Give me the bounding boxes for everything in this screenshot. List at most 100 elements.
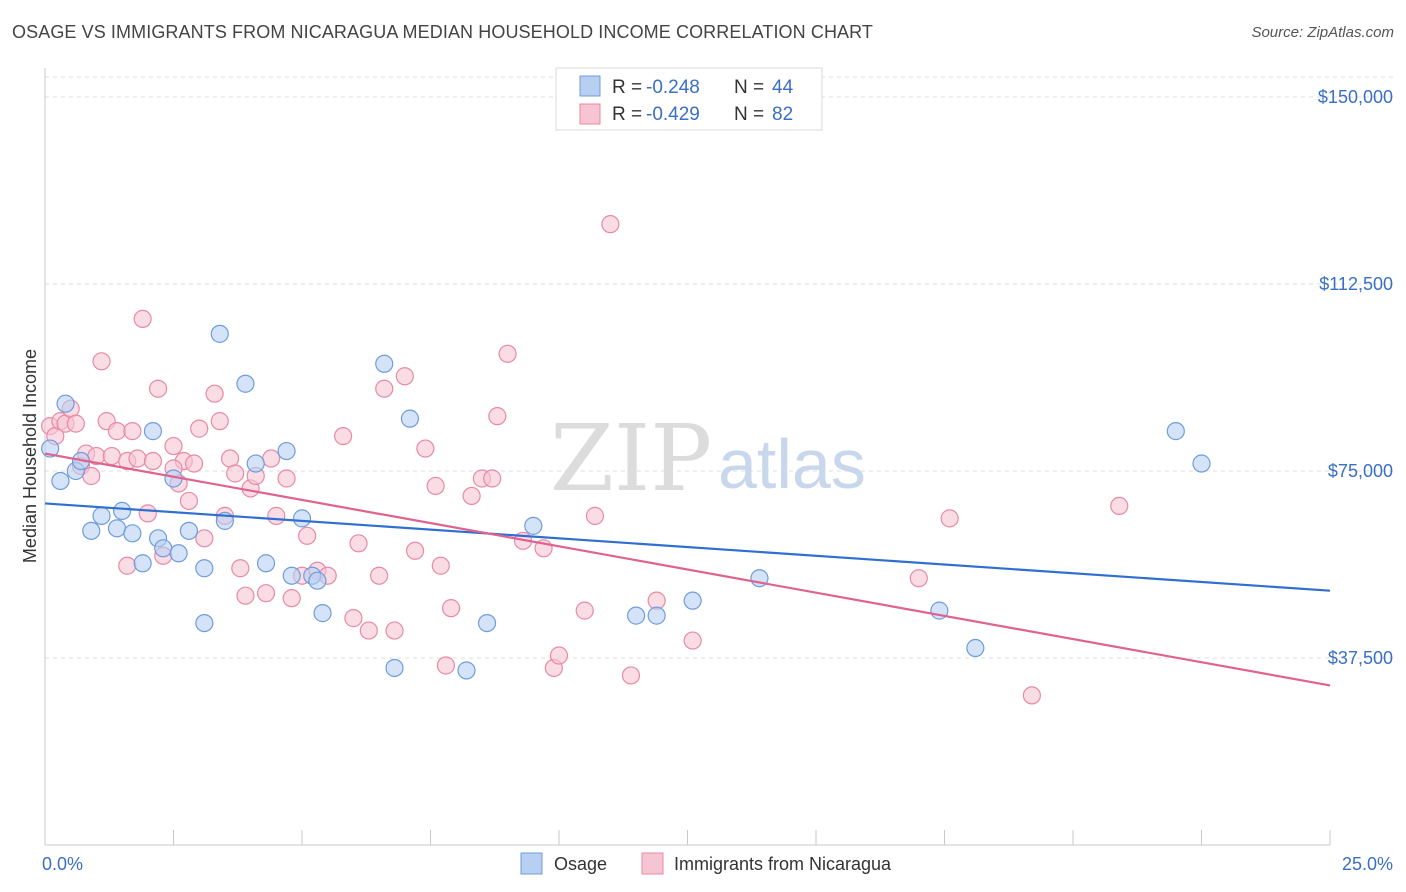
nicaragua-point	[82, 466, 101, 486]
nicaragua-point	[226, 464, 245, 483]
nicaragua-trend-line	[44, 452, 1331, 687]
nicaragua-point	[256, 584, 276, 603]
nicaragua-point	[210, 412, 229, 431]
osage-point	[210, 324, 229, 343]
nicaragua-point	[102, 446, 121, 466]
legend-swatch-nicaragua	[579, 103, 601, 125]
y-tick-label: $112,500	[1319, 274, 1393, 294]
nicaragua-point	[164, 436, 183, 456]
nicaragua-point	[498, 344, 517, 363]
nicaragua-point	[107, 422, 127, 441]
osage-point	[647, 606, 666, 625]
osage-point	[966, 638, 985, 658]
y-tick-labels: $37,500 $75,000 $112,500 $150,000	[1318, 87, 1393, 668]
watermark-atlas: atlas	[718, 425, 866, 503]
legend-r-value-nicaragua: -0.429	[646, 104, 700, 125]
nicaragua-point	[195, 529, 214, 548]
nicaragua-point	[123, 422, 142, 441]
nicaragua-point	[1110, 496, 1129, 516]
watermark: ZIP atlas	[550, 405, 866, 512]
nicaragua-point	[236, 586, 255, 605]
chart-title: OSAGE VS IMMIGRANTS FROM NICARAGUA MEDIA…	[12, 22, 874, 42]
nicaragua-point	[395, 367, 414, 386]
series-legend: Osage Immigrants from Nicaragua	[520, 852, 892, 875]
osage-point	[246, 454, 265, 473]
nicaragua-point	[359, 621, 378, 640]
nicaragua-point	[133, 309, 152, 329]
bottom-legend-label-nicaragua: Immigrants from Nicaragua	[674, 854, 892, 874]
nicaragua-point	[601, 215, 620, 234]
osage-point	[385, 658, 404, 678]
legend-r-label-nicaragua: R =	[612, 104, 642, 125]
nicaragua-point	[940, 509, 959, 528]
osage-point	[524, 516, 543, 535]
nicaragua-point	[462, 486, 481, 506]
osage-point	[179, 521, 199, 540]
nicaragua-point	[909, 569, 928, 588]
osage-point	[56, 394, 75, 413]
nicaragua-point	[262, 449, 281, 468]
osage-point	[313, 604, 332, 623]
nicaragua-point	[1022, 686, 1041, 705]
source-credit: Source: ZipAtlas.com	[1251, 24, 1394, 41]
osage-point	[683, 591, 702, 610]
osage-point	[123, 524, 142, 543]
nicaragua-point	[375, 379, 394, 398]
nicaragua-point	[92, 352, 111, 371]
x-tick-labels: 0.0% 25.0%	[42, 854, 1393, 874]
nicaragua-point	[416, 439, 435, 458]
osage-point	[308, 571, 327, 590]
nicaragua-point	[179, 491, 199, 511]
osage-point	[51, 471, 70, 491]
y-tick-label: $37,500	[1328, 648, 1393, 668]
nicaragua-point	[277, 469, 296, 488]
legend-n-label-osage: N =	[734, 77, 764, 98]
osage-point	[195, 613, 214, 633]
osage-point	[282, 566, 301, 585]
osage-point	[82, 521, 101, 540]
nicaragua-point	[138, 504, 157, 523]
osage-point	[277, 441, 296, 461]
legend-r-label-osage: R =	[612, 77, 642, 98]
osage-point	[375, 354, 394, 373]
bottom-legend-swatch-nicaragua	[641, 852, 664, 875]
nicaragua-point	[231, 559, 250, 578]
osage-point	[400, 409, 420, 428]
nicaragua-point	[385, 621, 404, 640]
nicaragua-point	[143, 451, 163, 471]
legend-n-value-nicaragua: 82	[772, 104, 793, 125]
nicaragua-point	[436, 656, 456, 675]
osage-point	[236, 374, 255, 393]
bottom-legend-label-osage: Osage	[554, 854, 607, 874]
nicaragua-point	[128, 449, 147, 468]
legend-n-value-osage: 44	[772, 77, 794, 98]
osage-point	[92, 506, 111, 525]
nicaragua-point	[441, 599, 461, 618]
nicaragua-point	[298, 526, 317, 545]
osage-trend-line	[44, 502, 1331, 592]
legend-r-value-osage: -0.248	[646, 77, 700, 98]
series-nicaragua-points	[41, 215, 1129, 705]
osage-point	[292, 509, 312, 528]
legend-n-label-nicaragua: N =	[734, 104, 764, 125]
watermark-zip: ZIP	[550, 405, 712, 512]
correlation-legend: R = -0.248 N = 44 R = -0.429 N = 82	[555, 67, 823, 131]
nicaragua-point	[334, 426, 353, 446]
osage-point	[626, 606, 646, 625]
nicaragua-point	[344, 609, 363, 628]
nicaragua-point	[282, 589, 301, 608]
osage-point	[256, 554, 276, 573]
nicaragua-point	[190, 419, 209, 438]
nicaragua-point	[575, 601, 594, 620]
nicaragua-point	[483, 469, 502, 488]
osage-point	[107, 519, 127, 538]
nicaragua-point	[370, 566, 389, 585]
x-tick-label-min: 0.0%	[42, 854, 83, 874]
osage-point	[1192, 454, 1211, 473]
nicaragua-point	[431, 556, 450, 575]
nicaragua-point	[205, 384, 224, 403]
nicaragua-point	[66, 414, 85, 433]
nicaragua-point	[488, 407, 507, 426]
osage-point	[143, 422, 163, 441]
